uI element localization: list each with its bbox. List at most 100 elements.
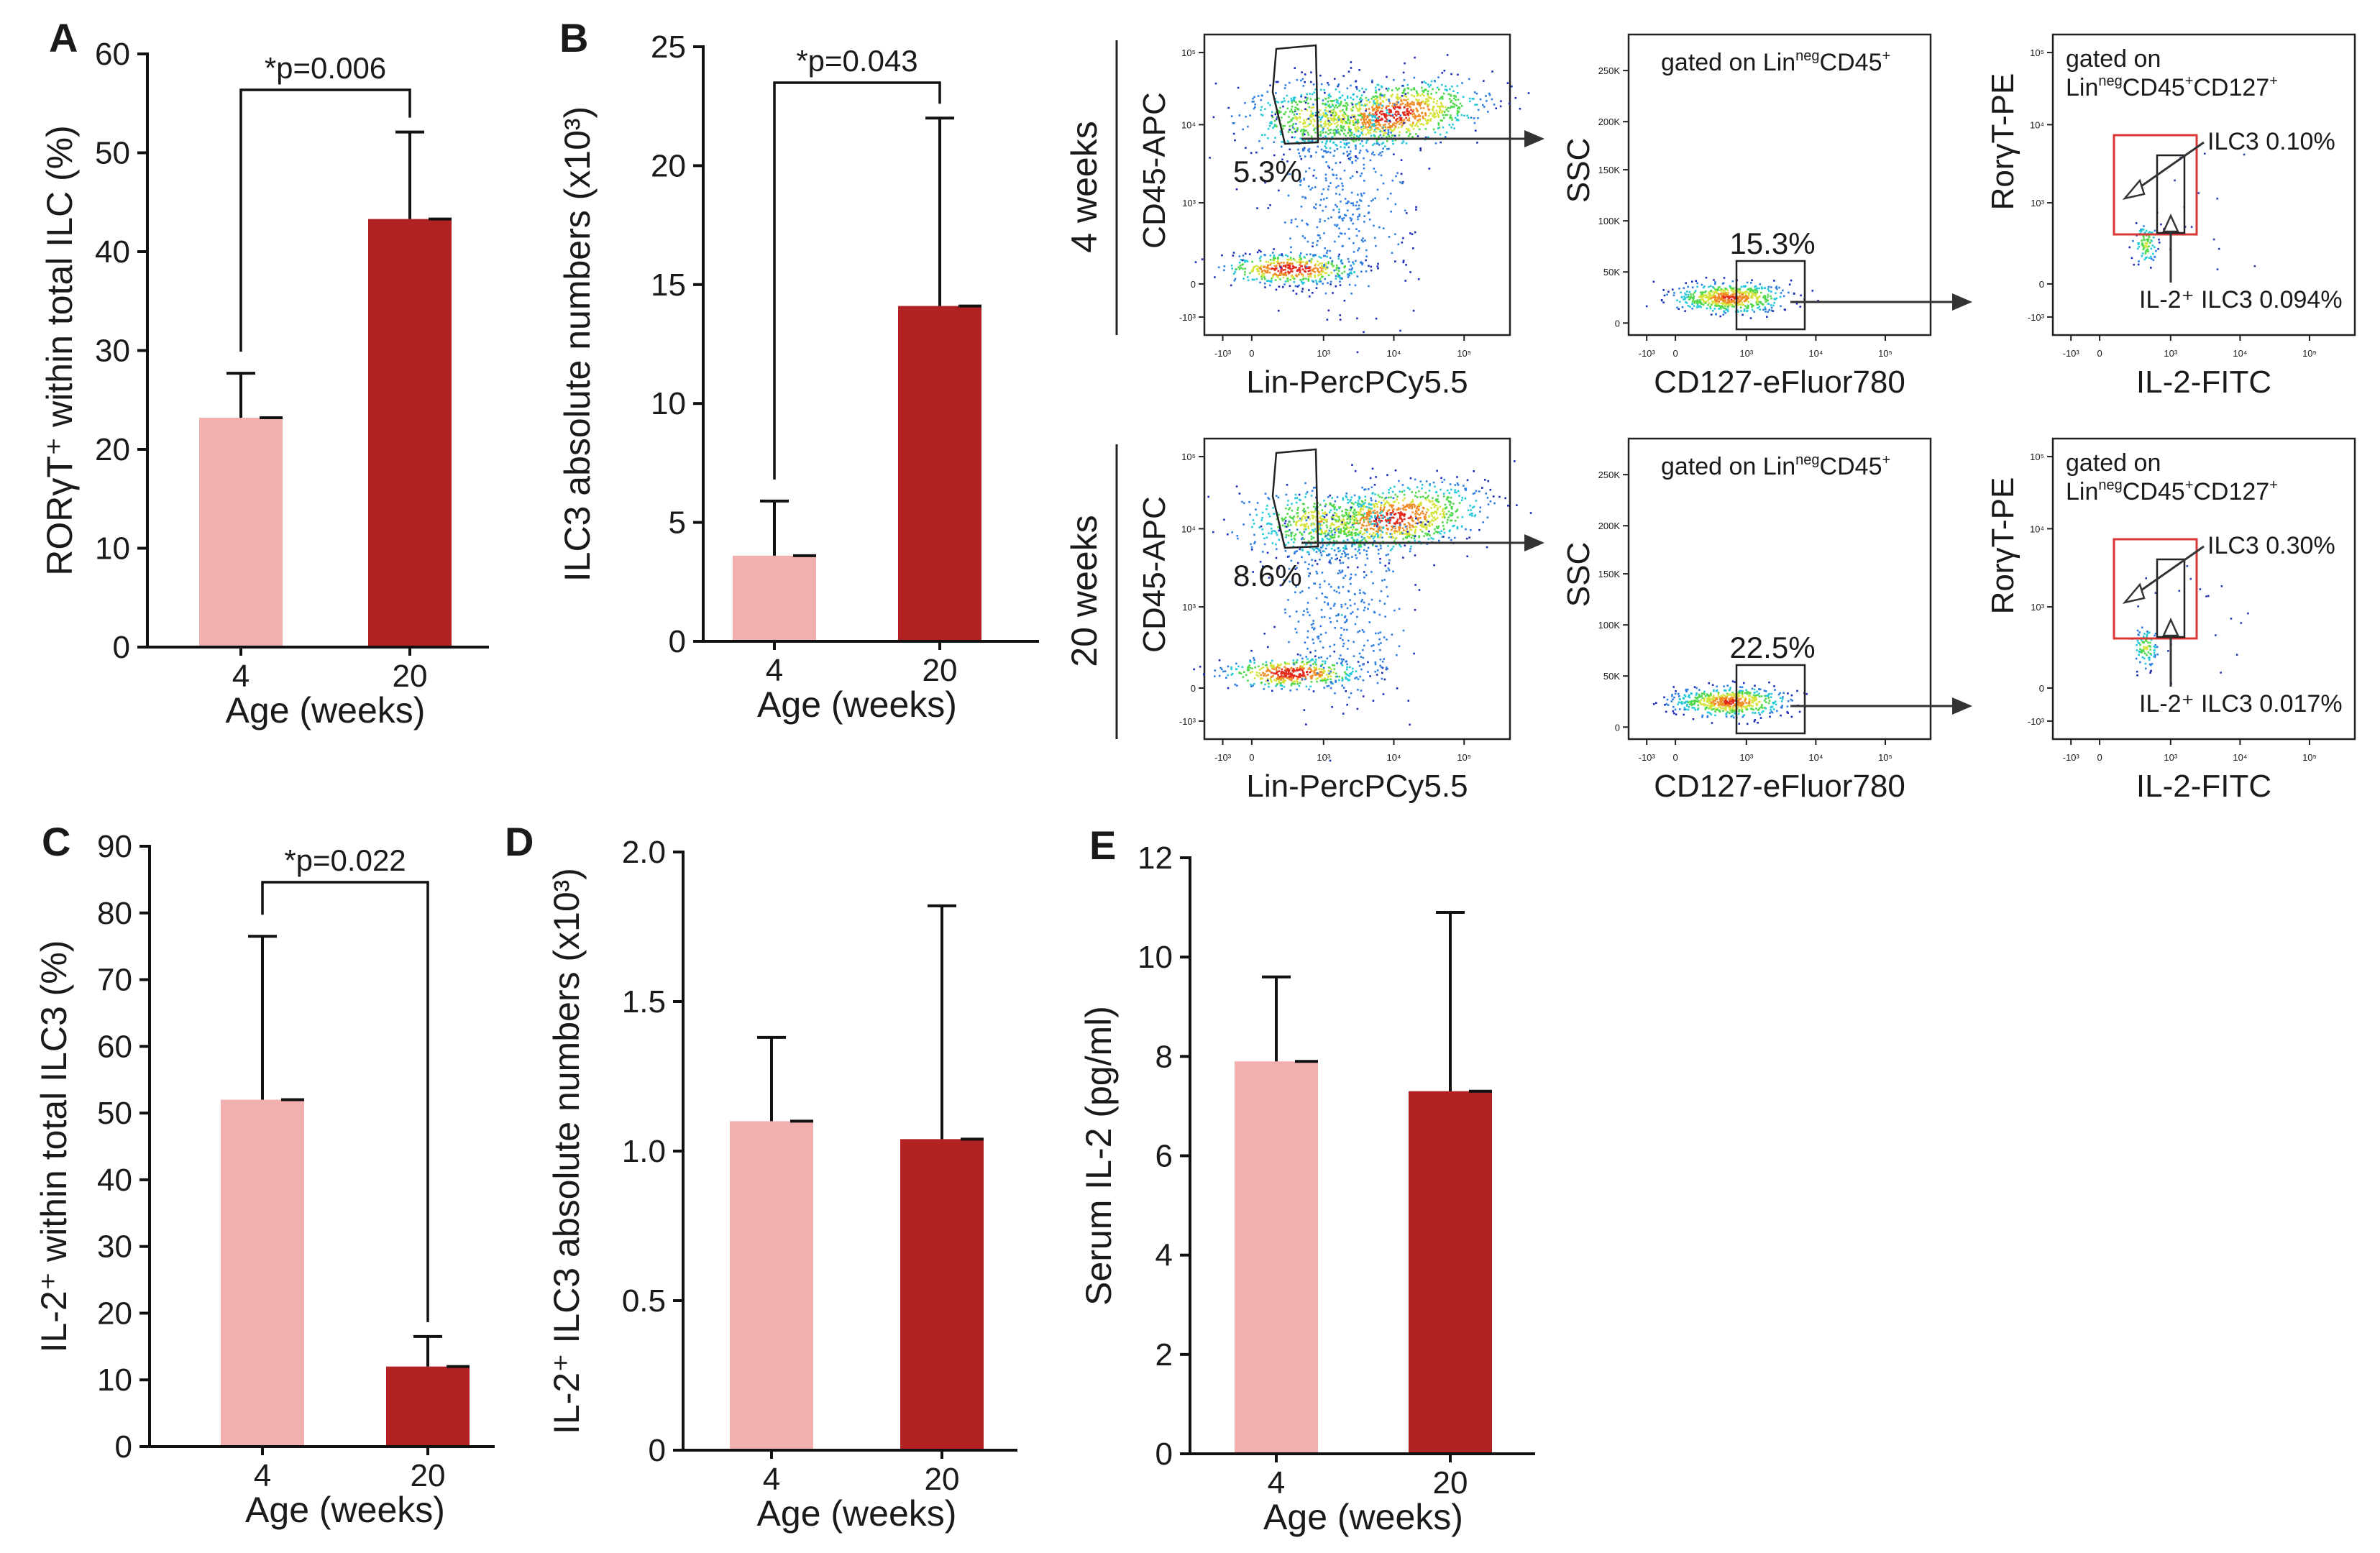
event-dot	[1289, 689, 1292, 692]
event-dot	[1355, 86, 1358, 88]
event-dot	[1353, 523, 1355, 525]
event-dot	[1303, 125, 1305, 128]
event-dot	[1303, 503, 1305, 505]
event-dot	[1283, 153, 1285, 156]
event-dot	[1296, 128, 1299, 131]
event-dot	[1775, 292, 1777, 295]
event-dot	[1321, 141, 1324, 143]
bar	[898, 306, 981, 641]
event-dot	[1310, 110, 1312, 113]
event-dot	[1322, 99, 1324, 101]
event-dot	[1442, 126, 1445, 129]
event-dot	[1337, 255, 1340, 257]
event-dot	[1280, 670, 1283, 673]
event-dot	[1329, 95, 1332, 98]
event-dot	[1719, 315, 1722, 318]
event-dot	[1332, 120, 1335, 122]
event-dot	[1409, 103, 1411, 106]
event-dot	[1232, 122, 1235, 124]
event-dot	[1283, 672, 1286, 674]
event-dot	[1245, 116, 1247, 118]
event-dot	[1453, 104, 1456, 106]
event-dot	[1329, 99, 1332, 102]
event-dot	[1406, 536, 1408, 539]
event-dot	[1461, 516, 1464, 518]
event-dot	[1284, 663, 1287, 666]
event-dot	[1357, 130, 1360, 132]
event-dot	[1377, 83, 1380, 86]
event-dot	[1381, 531, 1384, 533]
event-dot	[1365, 126, 1367, 128]
event-dot	[1301, 278, 1304, 280]
event-dot	[1256, 251, 1259, 254]
event-dot	[1378, 526, 1381, 528]
event-dot	[1439, 505, 1442, 508]
event-dot	[1432, 538, 1434, 540]
y-tick-label: 10	[651, 386, 686, 421]
event-dot	[1376, 105, 1378, 107]
event-dot	[1388, 135, 1391, 137]
event-dot	[1327, 274, 1330, 277]
event-dot	[1276, 260, 1279, 262]
event-dot	[1767, 293, 1770, 296]
event-dot	[1702, 291, 1704, 293]
event-dot	[1312, 114, 1315, 117]
event-dot	[1253, 523, 1255, 525]
event-dot	[1437, 105, 1439, 108]
event-dot	[1348, 152, 1351, 155]
event-dot	[1280, 270, 1283, 273]
event-dot	[1373, 129, 1376, 131]
event-dot	[1445, 506, 1448, 509]
event-dot	[1242, 278, 1245, 280]
event-dot	[1265, 670, 1268, 673]
event-dot	[1288, 555, 1291, 558]
event-dot	[1355, 204, 1358, 207]
event-dot	[1322, 283, 1324, 285]
event-dot	[1752, 296, 1754, 299]
event-dot	[1387, 129, 1390, 132]
event-dot	[1301, 268, 1304, 271]
event-dot	[1716, 296, 1718, 299]
event-dot	[1397, 97, 1400, 99]
y-tick-label: 5	[669, 505, 686, 541]
event-dot	[1283, 682, 1286, 684]
event-dot	[1267, 128, 1270, 130]
event-dot	[1358, 69, 1360, 71]
event-dot	[1306, 662, 1308, 664]
event-dot	[1349, 131, 1352, 134]
event-dot	[1693, 291, 1696, 294]
event-dot	[1273, 248, 1275, 250]
event-dot	[1329, 494, 1332, 497]
event-dot	[1716, 299, 1718, 301]
event-dot	[1304, 122, 1306, 124]
event-dot	[1339, 506, 1342, 508]
event-dot	[1333, 110, 1335, 112]
event-dot	[1294, 218, 1297, 221]
event-dot	[1315, 529, 1317, 532]
event-dot	[1339, 549, 1342, 552]
event-dot	[2138, 229, 2141, 232]
event-dot	[1455, 99, 1457, 101]
event-dot	[1260, 270, 1263, 273]
event-dot	[1374, 101, 1377, 104]
event-dot	[1286, 255, 1289, 257]
event-dot	[1424, 114, 1427, 116]
event-dot	[1290, 674, 1292, 677]
event-dot	[1290, 531, 1293, 534]
event-dot	[1307, 540, 1310, 543]
event-dot	[1313, 549, 1315, 551]
event-dot	[1323, 150, 1325, 152]
event-dot	[2142, 234, 2145, 237]
event-dot	[1401, 532, 1404, 534]
event-dot	[1290, 679, 1293, 682]
event-dot	[1347, 257, 1350, 260]
event-dot	[1329, 110, 1331, 113]
x-tick-label: 10⁴	[1386, 752, 1401, 763]
event-dot	[1721, 297, 1724, 300]
y-tick-label: 2.0	[622, 835, 666, 870]
event-dot	[1435, 505, 1438, 507]
event-dot	[1343, 132, 1345, 135]
event-dot	[1341, 129, 1343, 132]
event-dot	[1392, 536, 1395, 539]
event-dot	[1355, 160, 1357, 162]
